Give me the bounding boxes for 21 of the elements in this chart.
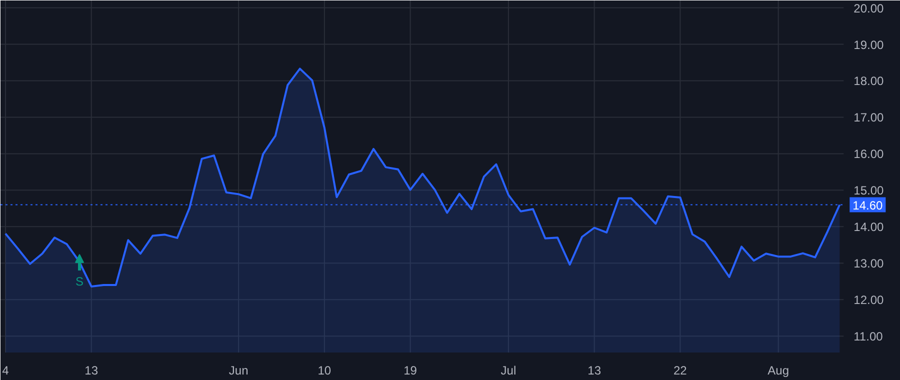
y-tick-label: 13.00 — [854, 256, 884, 271]
x-tick-label: 4 — [2, 364, 10, 378]
x-tick-label: Aug — [768, 364, 790, 378]
x-tick-label: 10 — [318, 364, 332, 378]
y-tick-label: 17.00 — [854, 110, 884, 125]
y-tick-label: 19.00 — [854, 38, 884, 52]
x-tick-label: 19 — [404, 364, 418, 378]
y-tick-label: 15.00 — [854, 184, 884, 198]
x-tick-label: Jun — [228, 364, 248, 378]
x-tick-label: 13 — [588, 364, 602, 378]
y-tick-label: 16.00 — [854, 147, 884, 162]
annotation: S — [76, 274, 84, 288]
y-tick-label: 11.00 — [854, 330, 884, 344]
y-tick-label: 14.00 — [854, 220, 884, 234]
ref-line-label: 14.60 — [852, 198, 884, 212]
y-tick-label: 18.00 — [854, 74, 884, 88]
y-tick-label: 20.00 — [854, 1, 884, 16]
y-tick-label: 12.00 — [854, 293, 884, 308]
x-tick-label: Jul — [500, 364, 516, 378]
x-tick-label: 13 — [84, 364, 98, 378]
x-tick-label: 22 — [674, 364, 688, 378]
